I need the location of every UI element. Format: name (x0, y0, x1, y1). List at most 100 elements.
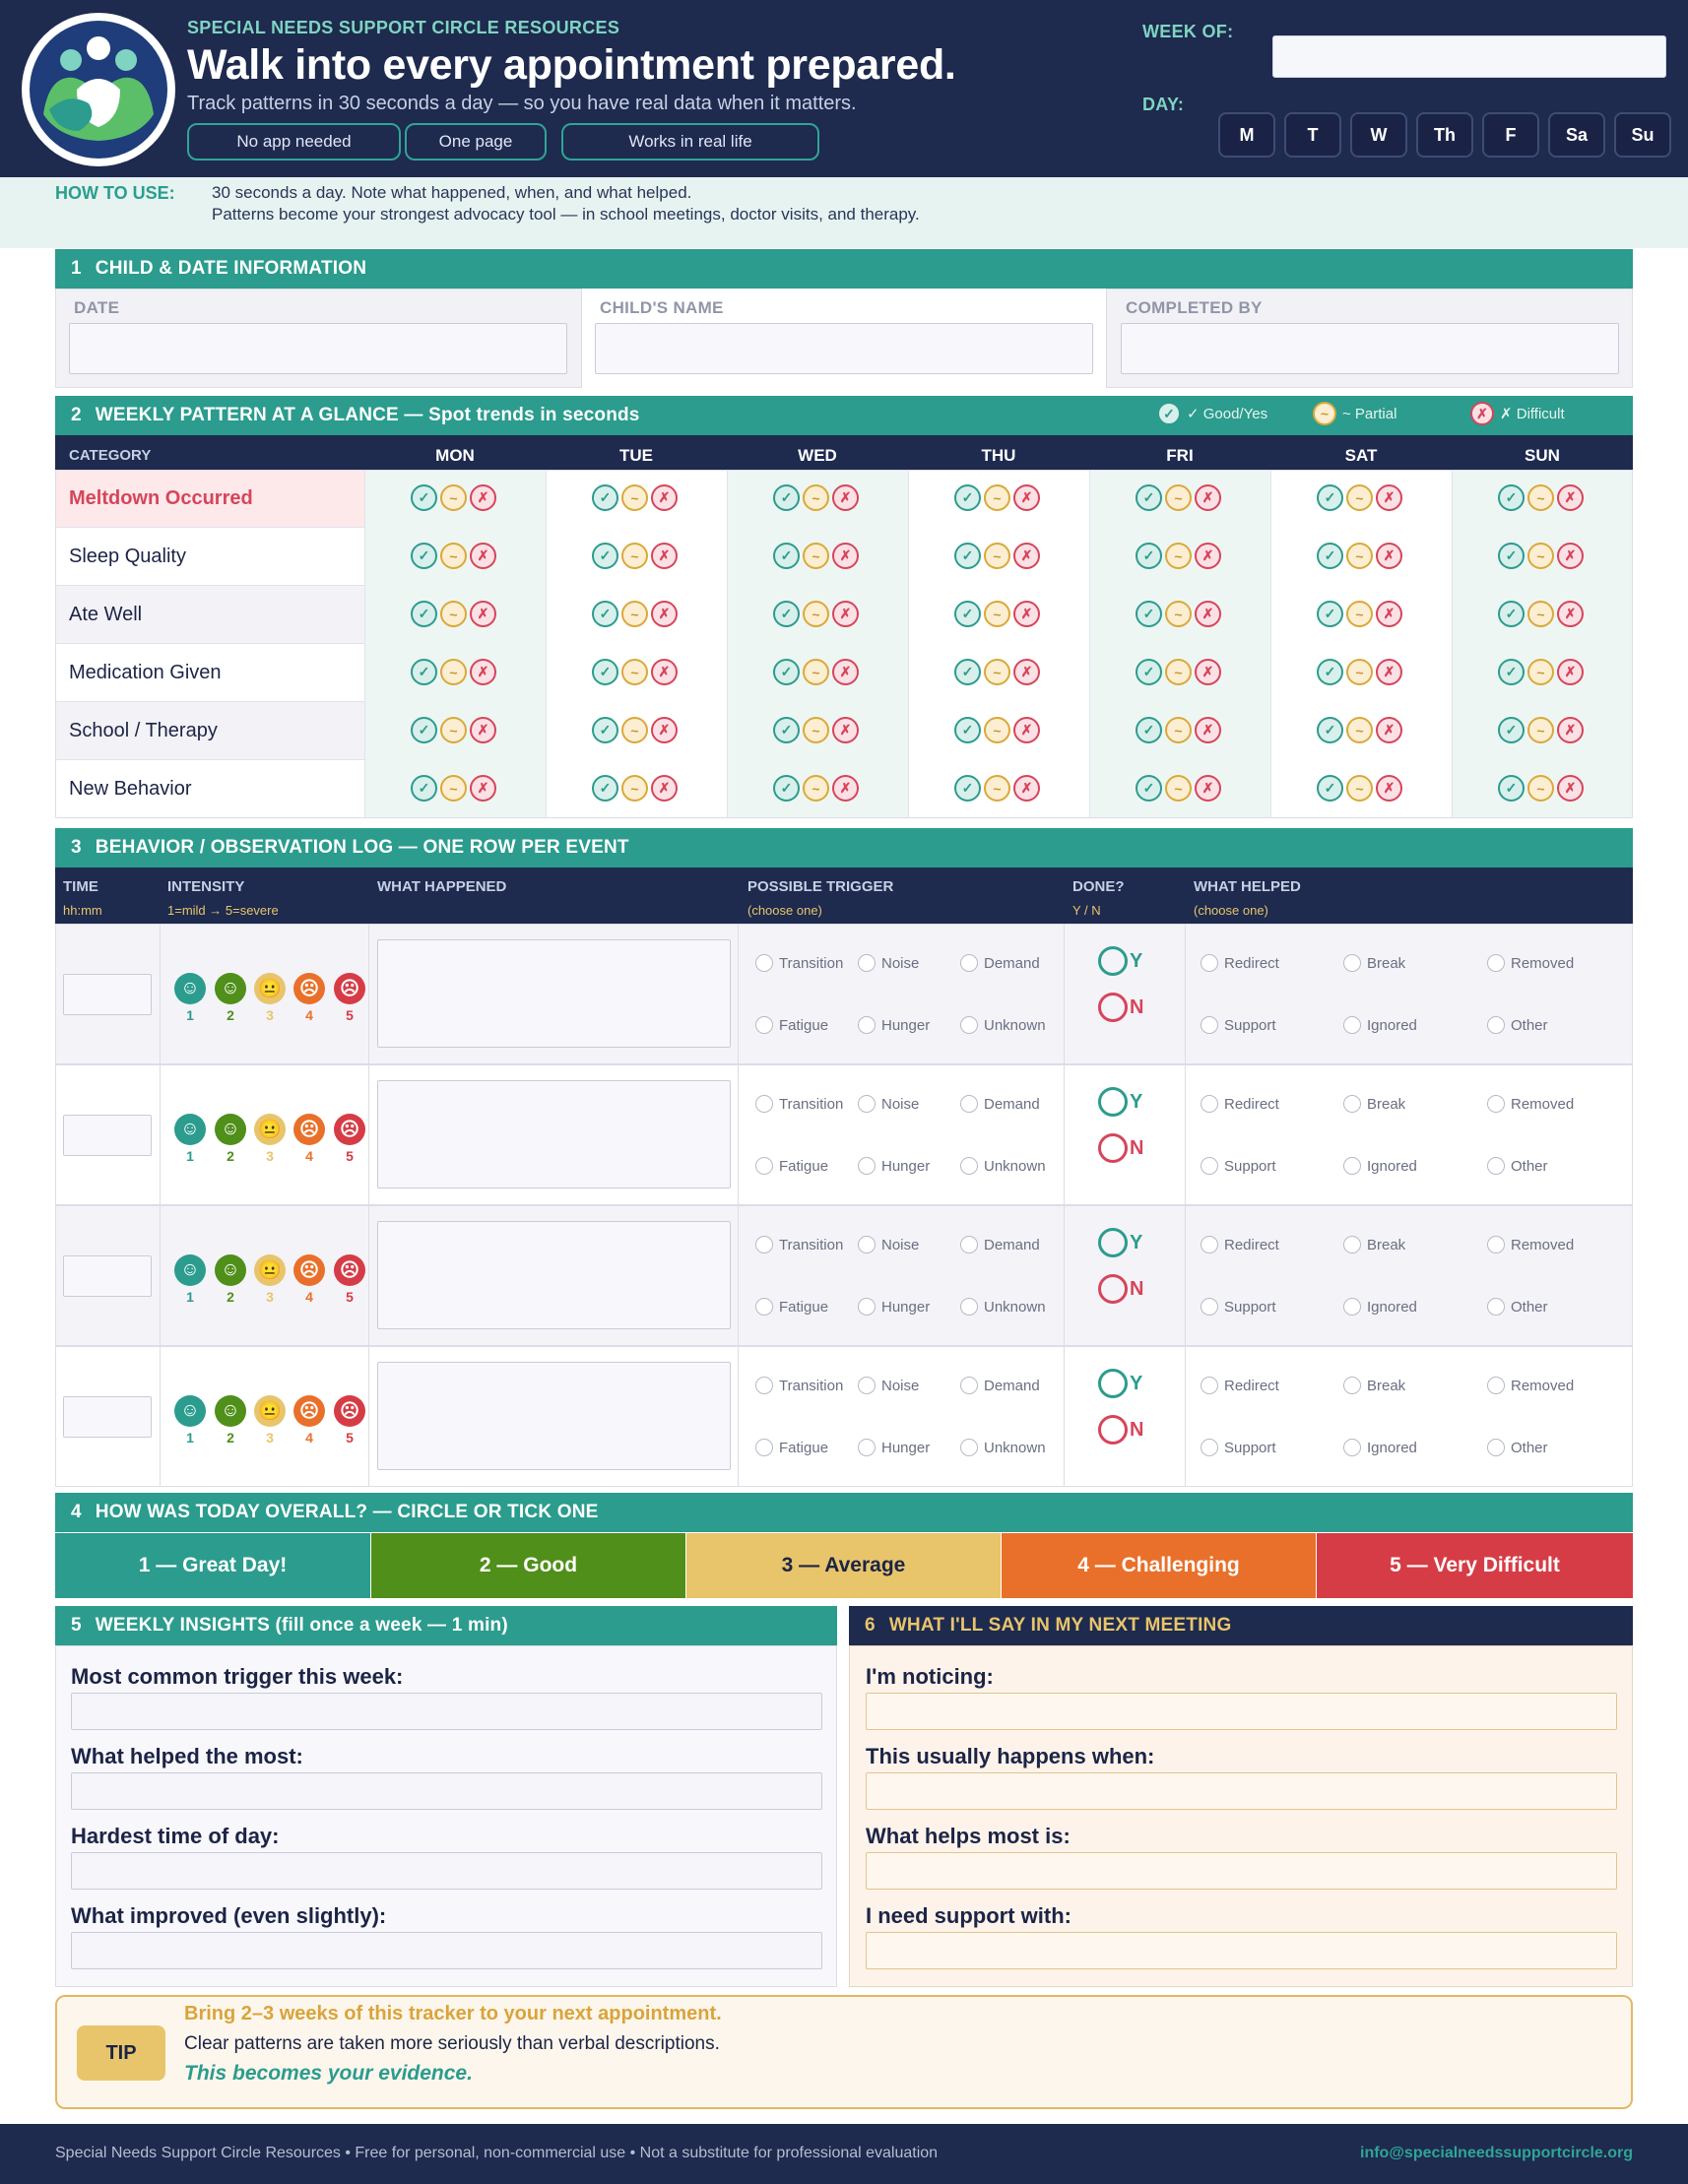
radio-circle[interactable] (858, 1377, 876, 1394)
cross-icon[interactable]: ✗ (1013, 543, 1040, 569)
yes-circle[interactable] (1098, 1369, 1128, 1398)
radio-circle[interactable] (1343, 1377, 1361, 1394)
trigger-option[interactable]: Demand (960, 1377, 1040, 1394)
intensity-face-icon[interactable]: ☺ (215, 1395, 246, 1427)
helped-option[interactable]: Removed (1487, 1377, 1574, 1394)
tilde-icon[interactable]: ~ (621, 543, 648, 569)
helped-option[interactable]: Break (1343, 1095, 1405, 1113)
trigger-option[interactable]: Unknown (960, 1016, 1046, 1034)
cross-icon[interactable]: ✗ (1195, 601, 1221, 627)
check-icon[interactable]: ✓ (592, 775, 618, 802)
cross-icon[interactable]: ✗ (1557, 601, 1584, 627)
helped-option[interactable]: Support (1201, 1157, 1276, 1175)
check-icon[interactable]: ✓ (411, 717, 437, 743)
tilde-icon[interactable]: ~ (984, 775, 1010, 802)
cross-icon[interactable]: ✗ (1013, 717, 1040, 743)
helped-option[interactable]: Support (1201, 1298, 1276, 1316)
cross-icon[interactable]: ✗ (470, 484, 496, 511)
day-button-sa[interactable]: Sa (1548, 112, 1605, 158)
trigger-option[interactable]: Unknown (960, 1439, 1046, 1456)
helped-option[interactable]: Ignored (1343, 1016, 1417, 1034)
tilde-icon[interactable]: ~ (1346, 601, 1373, 627)
yes-circle[interactable] (1098, 946, 1128, 976)
check-icon[interactable]: ✓ (1317, 659, 1343, 685)
radio-circle[interactable] (960, 1298, 978, 1316)
need-support-with-field[interactable] (866, 1932, 1617, 1969)
tilde-icon[interactable]: ~ (803, 601, 829, 627)
tilde-icon[interactable]: ~ (984, 659, 1010, 685)
check-icon[interactable]: ✓ (1136, 601, 1162, 627)
helped-option[interactable]: Ignored (1343, 1298, 1417, 1316)
cross-icon[interactable]: ✗ (1013, 484, 1040, 511)
trigger-option[interactable]: Transition (755, 1377, 843, 1394)
rating-2-good[interactable]: 2 — Good (371, 1533, 685, 1598)
cross-icon[interactable]: ✗ (1557, 775, 1584, 802)
no-circle[interactable] (1098, 993, 1128, 1022)
hardest-time-field[interactable] (71, 1852, 822, 1890)
helped-option[interactable]: Other (1487, 1016, 1548, 1034)
check-icon[interactable]: ✓ (592, 601, 618, 627)
trigger-option[interactable]: Transition (755, 954, 843, 972)
cross-icon[interactable]: ✗ (651, 484, 678, 511)
radio-circle[interactable] (858, 1157, 876, 1175)
cross-icon[interactable]: ✗ (651, 717, 678, 743)
tilde-icon[interactable]: ~ (621, 775, 648, 802)
intensity-face-icon[interactable]: ☺ (174, 1395, 206, 1427)
intensity-face-icon[interactable]: 😐 (254, 973, 286, 1004)
radio-circle[interactable] (1487, 1377, 1505, 1394)
done-yes[interactable]: Y (1098, 1087, 1142, 1117)
radio-circle[interactable] (858, 954, 876, 972)
trigger-option[interactable]: Demand (960, 1095, 1040, 1113)
radio-circle[interactable] (1201, 1377, 1218, 1394)
week-of-field[interactable] (1272, 35, 1666, 78)
check-icon[interactable]: ✓ (1498, 484, 1525, 511)
what-happened-field[interactable] (377, 939, 731, 1048)
cross-icon[interactable]: ✗ (1013, 775, 1040, 802)
tilde-icon[interactable]: ~ (440, 601, 467, 627)
tilde-icon[interactable]: ~ (440, 543, 467, 569)
check-icon[interactable]: ✓ (592, 543, 618, 569)
done-yes[interactable]: Y (1098, 946, 1142, 976)
tilde-icon[interactable]: ~ (621, 601, 648, 627)
radio-circle[interactable] (755, 1016, 773, 1034)
cross-icon[interactable]: ✗ (1195, 775, 1221, 802)
cross-icon[interactable]: ✗ (1557, 484, 1584, 511)
helped-option[interactable]: Other (1487, 1157, 1548, 1175)
check-icon[interactable]: ✓ (1317, 543, 1343, 569)
day-button-th[interactable]: Th (1416, 112, 1473, 158)
helped-option[interactable]: Redirect (1201, 1377, 1279, 1394)
tilde-icon[interactable]: ~ (803, 659, 829, 685)
intensity-face-icon[interactable]: 😐 (254, 1395, 286, 1427)
time-field[interactable] (63, 1115, 152, 1156)
yes-circle[interactable] (1098, 1087, 1128, 1117)
trigger-option[interactable]: Hunger (858, 1439, 930, 1456)
most-common-trigger-field[interactable] (71, 1693, 822, 1730)
time-field[interactable] (63, 974, 152, 1015)
trigger-option[interactable]: Transition (755, 1236, 843, 1253)
intensity-face-icon[interactable]: ☹ (293, 1114, 325, 1145)
im-noticing-field[interactable] (866, 1693, 1617, 1730)
check-icon[interactable]: ✓ (1136, 484, 1162, 511)
radio-circle[interactable] (1343, 1157, 1361, 1175)
rating-3-average[interactable]: 3 — Average (686, 1533, 1001, 1598)
trigger-option[interactable]: Demand (960, 954, 1040, 972)
trigger-option[interactable]: Fatigue (755, 1157, 828, 1175)
intensity-face-icon[interactable]: ☹ (334, 1114, 365, 1145)
tilde-icon[interactable]: ~ (1165, 484, 1192, 511)
check-icon[interactable]: ✓ (773, 775, 800, 802)
rating-1-great[interactable]: 1 — Great Day! (55, 1533, 370, 1598)
intensity-face-icon[interactable]: ☹ (334, 973, 365, 1004)
cross-icon[interactable]: ✗ (1557, 717, 1584, 743)
helped-option[interactable]: Redirect (1201, 1236, 1279, 1253)
tilde-icon[interactable]: ~ (984, 543, 1010, 569)
tilde-icon[interactable]: ~ (1527, 484, 1554, 511)
what-improved-field[interactable] (71, 1932, 822, 1969)
check-icon[interactable]: ✓ (592, 659, 618, 685)
tilde-icon[interactable]: ~ (984, 717, 1010, 743)
check-icon[interactable]: ✓ (411, 775, 437, 802)
cross-icon[interactable]: ✗ (651, 543, 678, 569)
intensity-face-icon[interactable]: ☺ (215, 1254, 246, 1286)
cross-icon[interactable]: ✗ (1557, 659, 1584, 685)
radio-circle[interactable] (1343, 1095, 1361, 1113)
usually-happens-field[interactable] (866, 1772, 1617, 1810)
